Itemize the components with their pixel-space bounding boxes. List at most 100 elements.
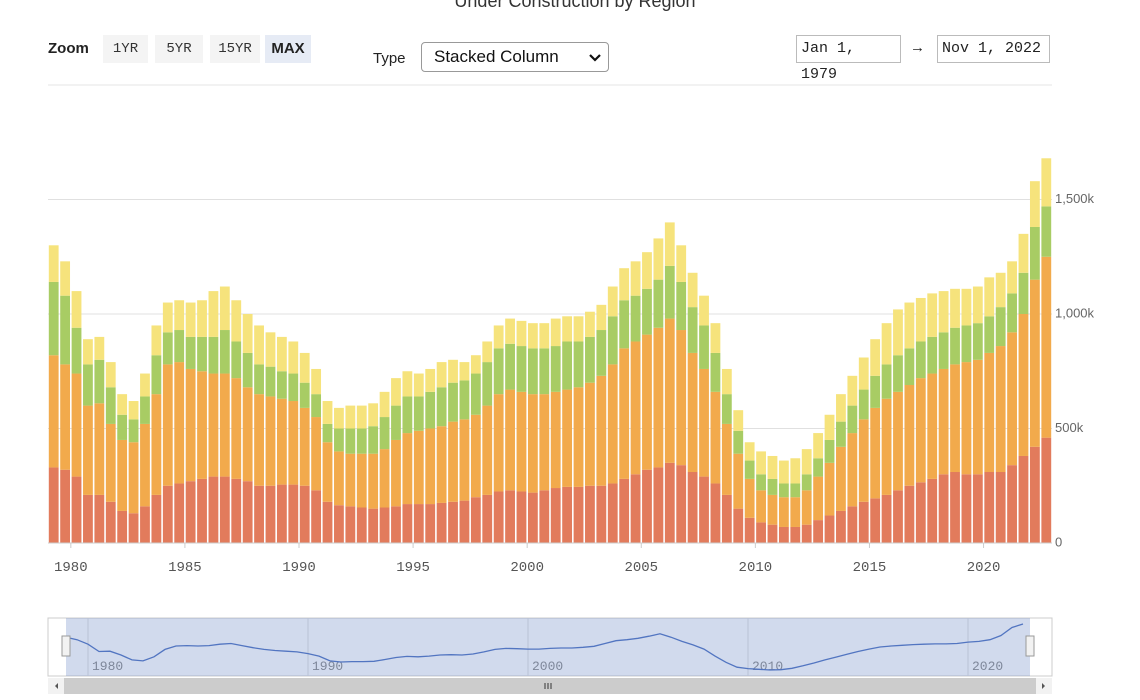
bar-segment xyxy=(231,300,242,342)
bar-segment xyxy=(334,451,344,506)
bar-segment xyxy=(94,336,105,360)
bar-segment xyxy=(162,332,173,365)
bar-segment xyxy=(276,398,287,485)
bar-segment xyxy=(185,302,196,337)
navigator-tick-label: 1980 xyxy=(92,659,123,674)
bar-segment xyxy=(219,373,230,477)
bar-segment xyxy=(1007,332,1017,466)
bar-segment xyxy=(653,279,664,328)
bar-segment xyxy=(881,494,892,543)
bar-segment xyxy=(687,352,698,473)
bar-segment xyxy=(642,288,652,335)
bar-segment xyxy=(573,486,584,543)
type-select[interactable]: Stacked Column xyxy=(421,42,609,72)
bar-segment xyxy=(733,508,744,543)
scrollbar-thumb[interactable] xyxy=(64,678,1036,694)
bar-segment xyxy=(995,472,1006,543)
bar-segment xyxy=(425,428,436,505)
bar-segment xyxy=(1029,181,1040,227)
navigator-tick-label: 2000 xyxy=(532,659,563,674)
bar-segment xyxy=(562,341,573,390)
bar-segment xyxy=(470,414,481,498)
bar-segment xyxy=(1041,158,1052,207)
date-from[interactable]: Jan 1, 1979 xyxy=(796,35,901,83)
bar-segment xyxy=(790,458,801,484)
bar-segment xyxy=(527,323,538,349)
bar-segment xyxy=(539,394,550,491)
bar-segment xyxy=(219,286,230,331)
bar-segment xyxy=(1029,446,1040,543)
x-tick-label: 1995 xyxy=(396,560,430,576)
navigator: 19801990200020102020 xyxy=(65,618,1024,676)
zoom-button[interactable]: 5YR xyxy=(155,35,203,63)
bar-segment xyxy=(573,387,584,487)
bar-segment xyxy=(242,352,253,388)
bar-segment xyxy=(984,316,995,353)
bar-segment xyxy=(824,439,835,463)
navigator-handle[interactable] xyxy=(61,635,71,657)
bar-segment xyxy=(801,474,812,491)
zoom-button[interactable]: MAX xyxy=(265,35,311,63)
bar-segment xyxy=(767,494,778,525)
bar-segment xyxy=(550,391,561,489)
navigator-handle[interactable] xyxy=(1025,635,1035,657)
bar-segment xyxy=(299,382,310,408)
bar-segment xyxy=(938,368,949,475)
bar-segment xyxy=(733,410,744,431)
bar-segment xyxy=(790,483,801,498)
bar-segment xyxy=(276,484,287,543)
date-to[interactable]: Nov 1, 2022 xyxy=(937,35,1050,63)
y-tick-label: 1,000k xyxy=(1055,305,1095,320)
bar-segment xyxy=(870,407,881,499)
zoom-button[interactable]: 1YR xyxy=(103,35,148,63)
bar-segment xyxy=(881,398,892,495)
type-label: Type xyxy=(373,50,406,67)
bar-segment xyxy=(550,346,561,392)
bar-segment xyxy=(368,508,379,543)
bar-segment xyxy=(562,486,573,543)
bar-segment xyxy=(904,485,915,543)
bar-segment xyxy=(356,405,367,429)
bar-segment xyxy=(596,485,607,543)
bar-segment xyxy=(596,304,607,331)
bar-segment xyxy=(642,334,652,470)
bar-segment xyxy=(573,341,584,388)
bar-segment xyxy=(197,336,207,372)
bar-segment xyxy=(858,419,869,502)
bar-segment xyxy=(744,460,755,479)
bar-segment xyxy=(744,442,755,461)
y-tick-label: 500k xyxy=(1055,420,1084,435)
bar-segment xyxy=(516,391,527,492)
bar-segment xyxy=(699,368,709,477)
scroll-right[interactable] xyxy=(1042,683,1045,689)
navigator-mask[interactable] xyxy=(66,618,1030,676)
scroll-left[interactable] xyxy=(55,683,58,689)
bar-segment xyxy=(733,453,744,509)
bar-segment xyxy=(744,478,755,518)
bar-segment xyxy=(71,291,82,328)
bar-segment xyxy=(984,472,995,543)
bar-segment xyxy=(356,428,367,454)
bar-segment xyxy=(516,491,527,543)
bar-segment xyxy=(413,504,424,543)
bar-segment xyxy=(71,327,82,374)
bar-segment xyxy=(847,375,858,406)
bar-segment xyxy=(813,520,824,543)
navigator-line xyxy=(65,623,1024,671)
bar-segment xyxy=(231,378,242,479)
bar-segment xyxy=(1029,226,1040,280)
bar-segment xyxy=(265,366,276,397)
bar-segment xyxy=(83,405,93,495)
bar-segment xyxy=(721,494,732,543)
zoom-button[interactable]: 15YR xyxy=(210,35,260,63)
bar-segment xyxy=(436,426,447,503)
bar-segment xyxy=(425,391,436,429)
bar-segment xyxy=(778,460,789,484)
bar-segment xyxy=(425,504,436,543)
bar-segment xyxy=(550,488,561,543)
bar-segment xyxy=(356,453,367,508)
bar-segment xyxy=(288,401,299,485)
bar-segment xyxy=(938,291,949,333)
chevron xyxy=(589,54,601,62)
bar-segment xyxy=(721,394,732,424)
